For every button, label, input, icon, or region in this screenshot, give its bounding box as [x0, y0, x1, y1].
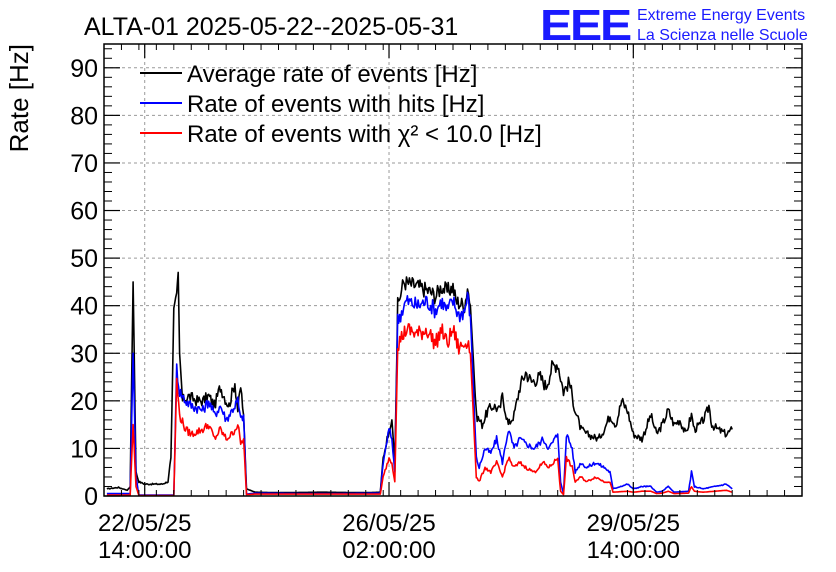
y-tick-label: 50 [70, 245, 98, 273]
legend: Average rate of events [Hz] Rate of event… [140, 61, 542, 148]
x-tick-date: 22/05/25 [98, 510, 191, 537]
y-axis-label: Rate [Hz] [4, 44, 34, 152]
x-ticks: 22/05/2514:00:0026/05/2502:00:0029/05/25… [98, 44, 803, 564]
x-tick-time: 02:00:00 [342, 537, 435, 564]
y-tick-label: 80 [70, 102, 98, 130]
x-tick-date: 29/05/25 [587, 510, 680, 537]
x-tick-time: 14:00:00 [587, 537, 680, 564]
y-tick-label: 20 [70, 388, 98, 416]
logo-line1: Extreme Energy Events [637, 7, 805, 24]
chart-title: ALTA-01 2025-05-22--2025-05-31 [84, 13, 458, 41]
series-line-2 [106, 291, 733, 496]
x-tick-time: 14:00:00 [98, 537, 191, 564]
legend-label-2: Rate of events with hits [Hz] [187, 91, 484, 118]
y-tick-label: 40 [70, 293, 98, 321]
y-tick-label: 70 [70, 150, 98, 178]
series-line-1 [106, 271, 733, 494]
logo-mark: EEE [540, 1, 631, 50]
eee-logo: EEE Extreme Energy Events La Scienza nel… [540, 1, 808, 50]
y-tick-label: 10 [70, 435, 98, 463]
y-tick-label: 30 [70, 340, 98, 368]
y-tick-label: 60 [70, 198, 98, 226]
y-tick-label: 0 [84, 483, 98, 511]
x-tick-date: 26/05/25 [342, 510, 435, 537]
y-ticks: 0 10 20 30 40 50 60 70 80 90 [70, 48, 802, 511]
y-tick-label: 90 [70, 55, 98, 83]
logo-line2: La Scienza nelle Scuole [637, 27, 808, 44]
legend-label-3: Rate of events with χ² < 10.0 [Hz] [187, 121, 542, 148]
legend-label-1: Average rate of events [Hz] [187, 61, 477, 88]
